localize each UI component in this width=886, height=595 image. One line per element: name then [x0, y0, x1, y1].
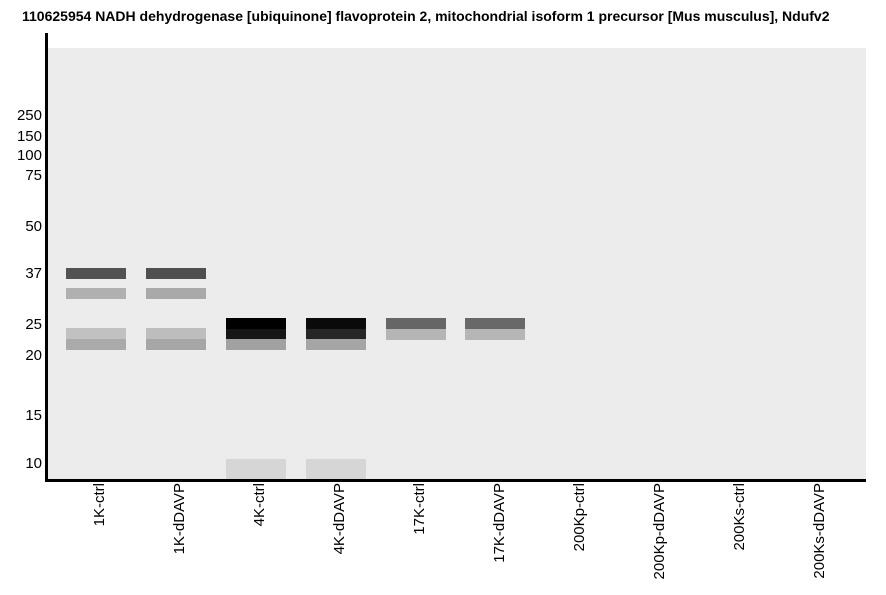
y-axis-tick-label: 250: [16, 107, 42, 124]
y-axis-tick-label: 100: [16, 147, 42, 164]
x-axis-lane-label: 1K-ctrl: [91, 483, 108, 527]
gel-band: [226, 339, 286, 350]
gel-band: [306, 459, 366, 479]
gel-band: [226, 329, 286, 339]
gel-band: [146, 268, 206, 279]
x-axis-lane-label: 17K-ctrl: [411, 483, 428, 535]
x-axis-lane-label: 200Kp-dDAVP: [651, 483, 668, 580]
gel-band: [66, 288, 126, 299]
gel-band: [306, 339, 366, 350]
y-axis-tick-label: 20: [25, 347, 42, 364]
gel-band: [306, 318, 366, 329]
x-axis-lane-label: 4K-dDAVP: [331, 483, 348, 555]
gel-plot-area: [47, 48, 866, 479]
gel-band: [146, 288, 206, 299]
gel-band: [66, 339, 126, 350]
y-axis-tick-label: 150: [16, 128, 42, 145]
y-axis-tick-label: 37: [25, 265, 42, 282]
gel-band: [386, 318, 446, 329]
x-axis-lane-label: 200Ks-dDAVP: [811, 483, 828, 579]
gel-band: [226, 318, 286, 329]
gel-band: [146, 339, 206, 350]
x-axis-lane-label: 1K-dDAVP: [171, 483, 188, 555]
x-axis-lane-label: 17K-dDAVP: [491, 483, 508, 563]
x-axis-lane-label: 4K-ctrl: [251, 483, 268, 527]
x-axis-lane-label: 200Ks-ctrl: [731, 483, 748, 551]
gel-band: [226, 459, 286, 479]
y-axis-tick-label: 10: [25, 455, 42, 472]
gel-band: [146, 328, 206, 339]
gel-band: [465, 318, 525, 329]
x-axis-line: [45, 479, 866, 482]
gel-band: [306, 329, 366, 339]
gel-band: [465, 329, 525, 340]
y-axis-tick-label: 50: [25, 218, 42, 235]
gel-band: [386, 329, 446, 340]
gel-band: [66, 328, 126, 339]
y-axis-tick-label: 15: [25, 407, 42, 424]
y-axis-line: [45, 33, 48, 482]
y-axis-tick-label: 25: [25, 316, 42, 333]
y-axis-tick-label: 75: [25, 167, 42, 184]
figure-title: 110625954 NADH dehydrogenase [ubiquinone…: [22, 8, 830, 24]
gel-band: [66, 268, 126, 279]
x-axis-lane-label: 200Kp-ctrl: [571, 483, 588, 552]
